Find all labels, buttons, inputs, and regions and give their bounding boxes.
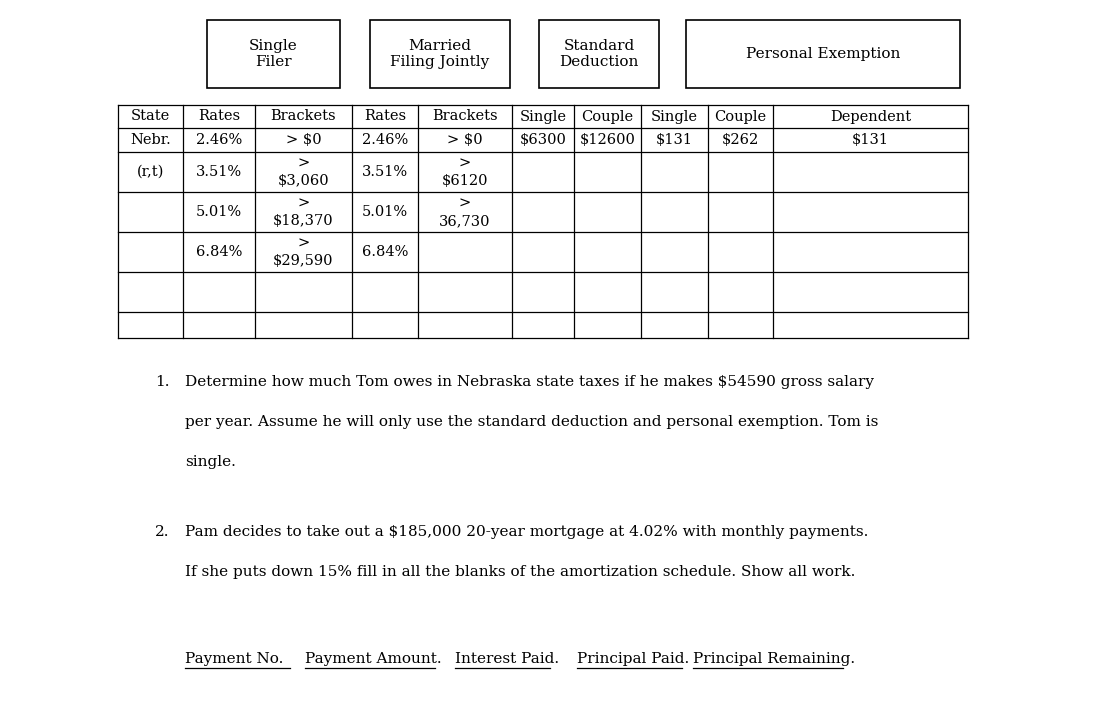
Text: 6.84%: 6.84% xyxy=(362,245,408,259)
Bar xyxy=(686,20,960,88)
Text: Single
Filer: Single Filer xyxy=(249,39,298,69)
Text: $131: $131 xyxy=(656,133,693,147)
Text: Payment Amount.: Payment Amount. xyxy=(305,652,441,666)
Text: $12600: $12600 xyxy=(580,133,636,147)
Text: (r,t): (r,t) xyxy=(137,165,165,179)
Text: single.: single. xyxy=(184,455,236,469)
Text: Payment No.: Payment No. xyxy=(184,652,283,666)
Text: If she puts down 15% fill in all the blanks of the amortization schedule. Show a: If she puts down 15% fill in all the bla… xyxy=(184,565,855,579)
Text: $18,370: $18,370 xyxy=(273,214,334,228)
Text: $131: $131 xyxy=(852,133,889,147)
Text: Pam decides to take out a $185,000 20-year mortgage at 4.02% with monthly paymen: Pam decides to take out a $185,000 20-ye… xyxy=(184,525,869,539)
Text: Rates: Rates xyxy=(363,109,406,123)
Text: $6120: $6120 xyxy=(441,174,489,188)
Text: Couple: Couple xyxy=(715,109,766,123)
Text: >: > xyxy=(298,157,310,170)
Text: >: > xyxy=(459,196,471,210)
Text: > $0: > $0 xyxy=(285,133,322,147)
Text: 2.46%: 2.46% xyxy=(195,133,243,147)
Text: 5.01%: 5.01% xyxy=(195,205,242,219)
Text: Nebr.: Nebr. xyxy=(131,133,171,147)
Text: 2.: 2. xyxy=(155,525,169,539)
Text: Rates: Rates xyxy=(198,109,240,123)
Text: 36,730: 36,730 xyxy=(439,214,491,228)
Text: 2.46%: 2.46% xyxy=(362,133,408,147)
Text: 5.01%: 5.01% xyxy=(362,205,408,219)
Text: Married
Filing Jointly: Married Filing Jointly xyxy=(391,39,490,69)
Text: Single: Single xyxy=(651,109,698,123)
Bar xyxy=(208,20,340,88)
Text: 3.51%: 3.51% xyxy=(362,165,408,179)
Text: Determine how much Tom owes in Nebraska state taxes if he makes $54590 gross sal: Determine how much Tom owes in Nebraska … xyxy=(184,375,874,389)
Text: per year. Assume he will only use the standard deduction and personal exemption.: per year. Assume he will only use the st… xyxy=(184,415,878,429)
Text: $6300: $6300 xyxy=(519,133,567,147)
Text: $262: $262 xyxy=(721,133,759,147)
Text: Standard
Deduction: Standard Deduction xyxy=(559,39,639,69)
Text: Single: Single xyxy=(519,109,567,123)
Text: 3.51%: 3.51% xyxy=(195,165,242,179)
Text: >: > xyxy=(298,236,310,250)
Text: 1.: 1. xyxy=(155,375,169,389)
Text: Couple: Couple xyxy=(582,109,634,123)
Text: State: State xyxy=(131,109,170,123)
Text: >: > xyxy=(459,157,471,170)
Text: Personal Exemption: Personal Exemption xyxy=(746,47,900,61)
Text: Dependent: Dependent xyxy=(830,109,911,123)
Text: $3,060: $3,060 xyxy=(278,174,329,188)
Text: $29,590: $29,590 xyxy=(273,254,334,268)
Text: 6.84%: 6.84% xyxy=(195,245,243,259)
Text: > $0: > $0 xyxy=(447,133,483,147)
Text: >: > xyxy=(298,196,310,210)
Text: Principal Paid.: Principal Paid. xyxy=(578,652,690,666)
Text: Interest Paid.: Interest Paid. xyxy=(455,652,559,666)
Bar xyxy=(370,20,509,88)
Text: Principal Remaining.: Principal Remaining. xyxy=(693,652,855,666)
Text: Brackets: Brackets xyxy=(433,109,497,123)
Text: Brackets: Brackets xyxy=(271,109,336,123)
Bar xyxy=(539,20,659,88)
